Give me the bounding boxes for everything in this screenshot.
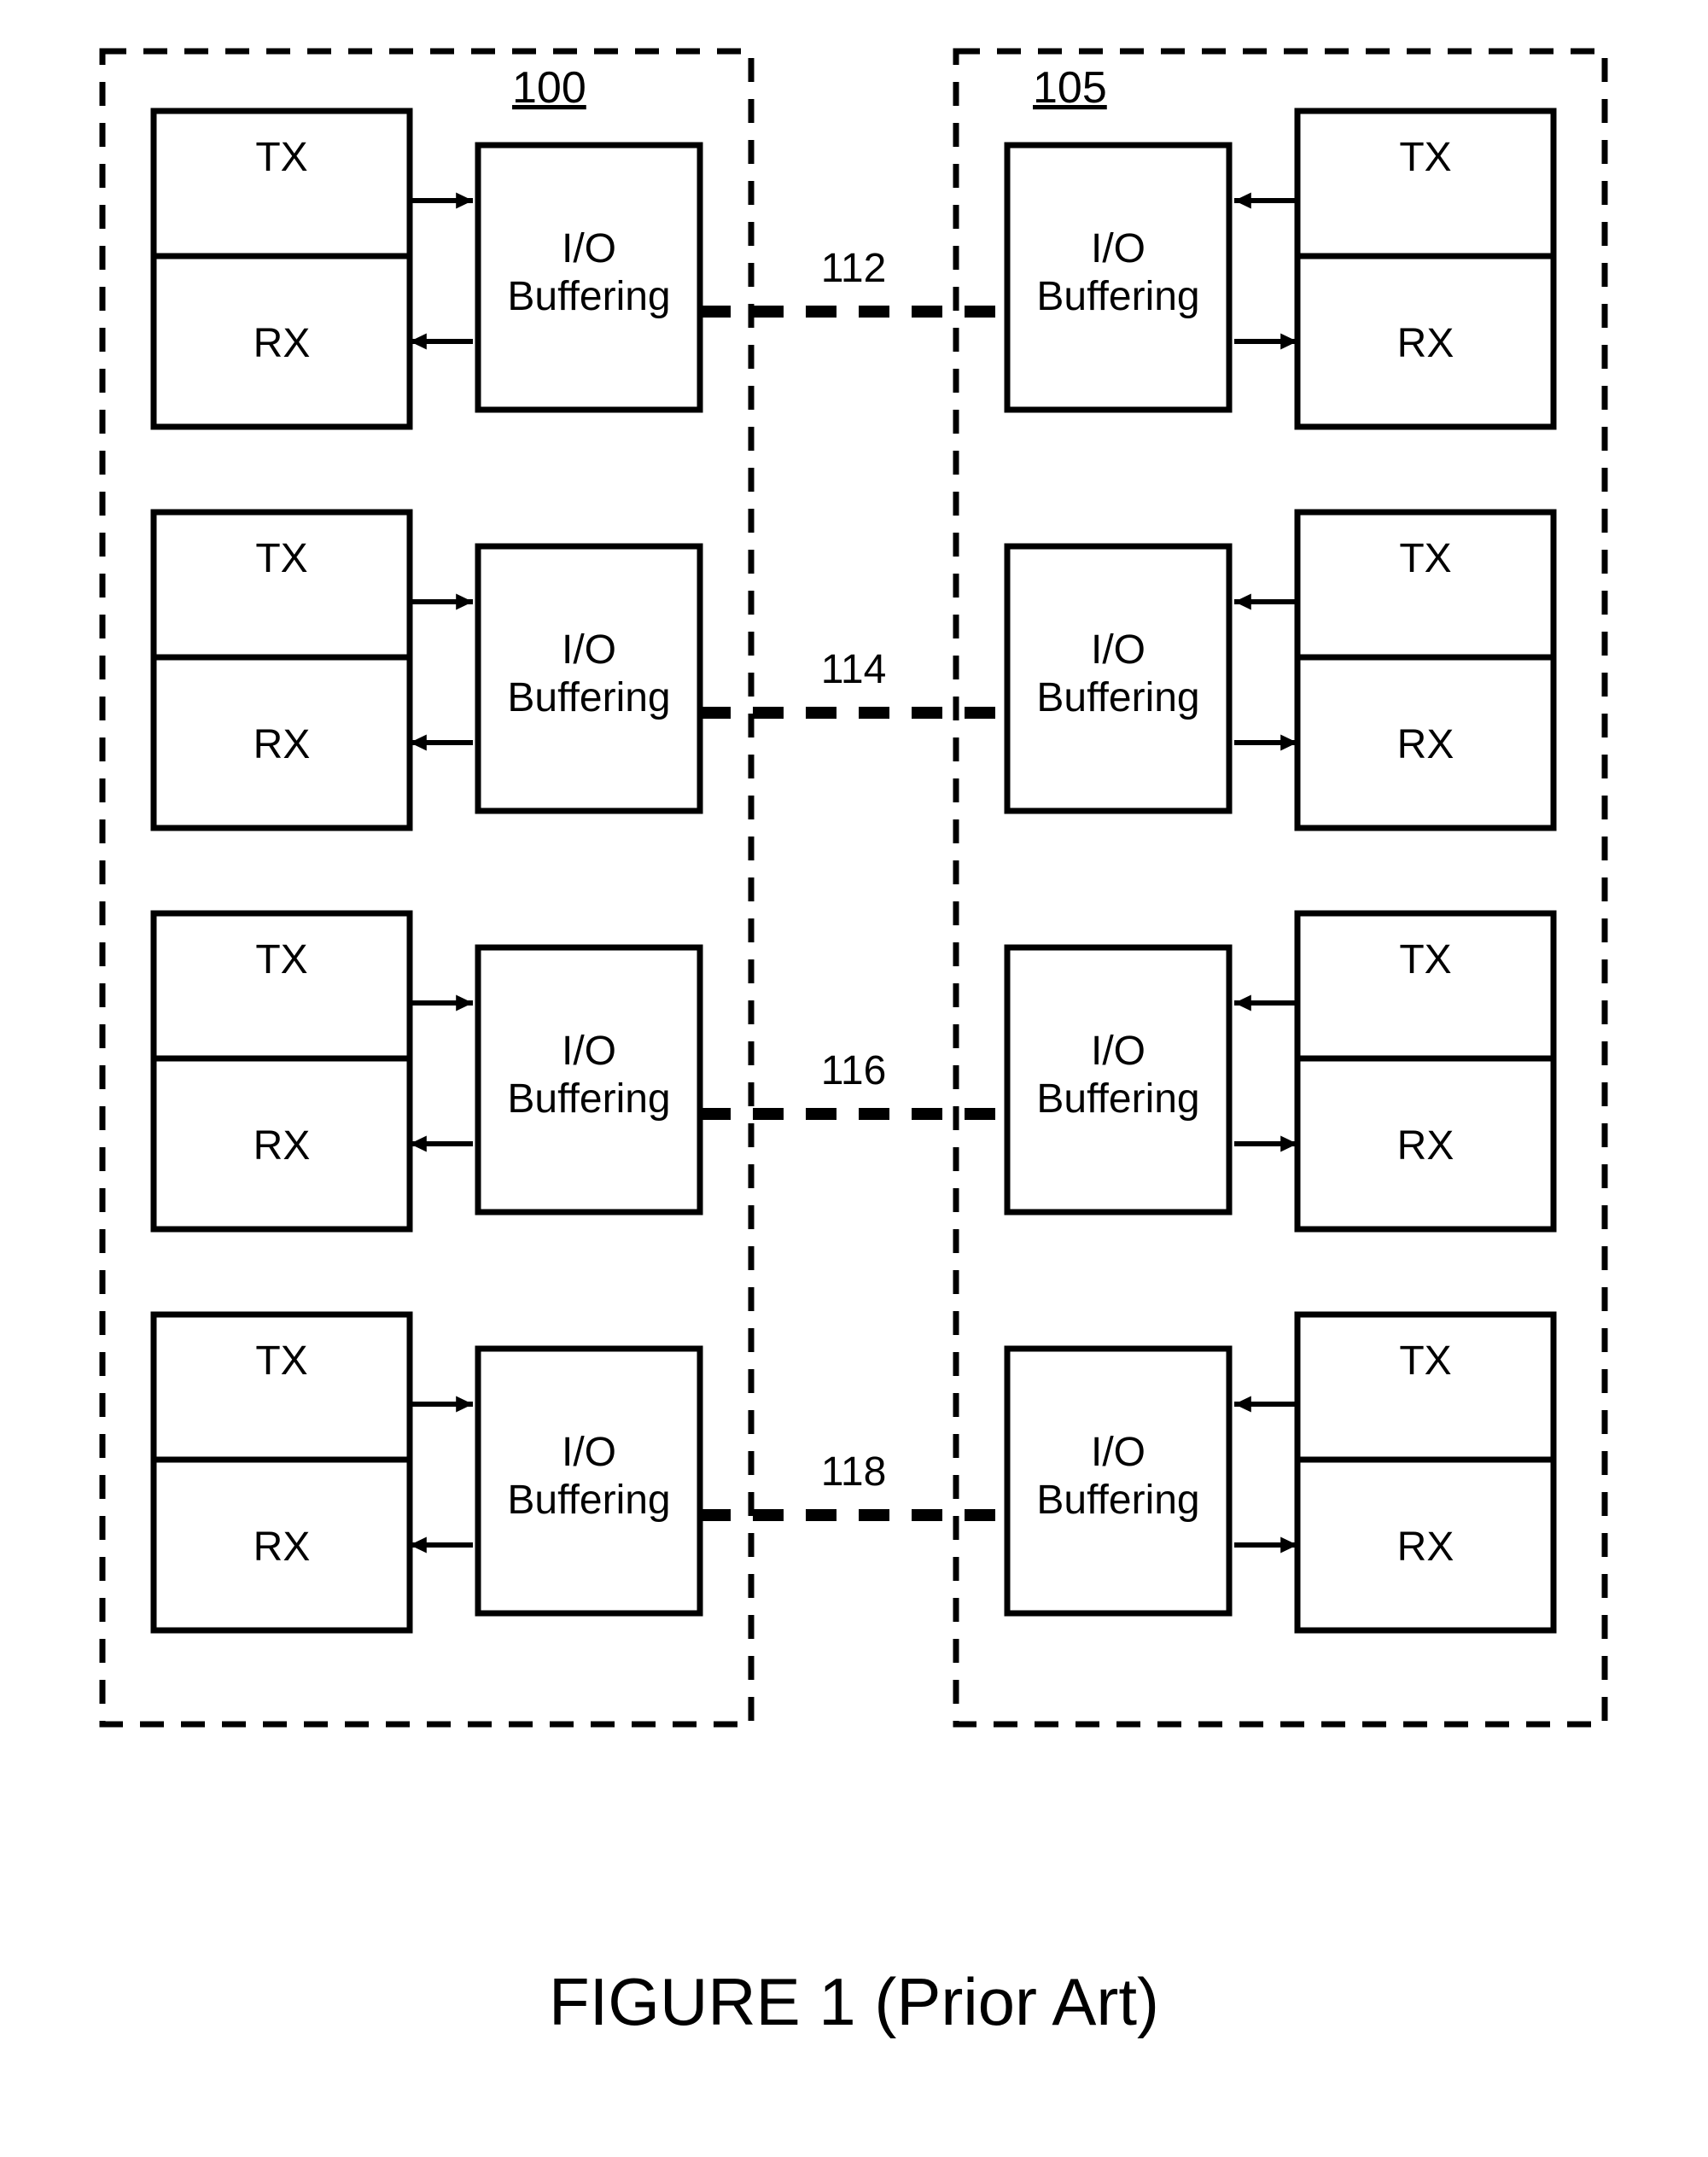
rx-label: RX xyxy=(254,1123,311,1169)
arrow-tx-to-io-left-head xyxy=(456,994,473,1011)
io-label-line2: Buffering xyxy=(1036,675,1199,720)
tx-label: TX xyxy=(255,135,307,180)
io-label-line1: I/O xyxy=(562,1029,616,1074)
rx-label: RX xyxy=(1397,722,1454,767)
io-label-line1: I/O xyxy=(1091,226,1145,271)
io-label-line2: Buffering xyxy=(1036,1076,1199,1122)
arrow-tx-to-io-right-head xyxy=(1234,1396,1251,1412)
arrow-tx-to-io-left-head xyxy=(456,192,473,208)
io-label-line1: I/O xyxy=(1091,1029,1145,1074)
chip-label: 100 xyxy=(512,63,586,113)
io-label-line1: I/O xyxy=(562,627,616,673)
tx-label: TX xyxy=(1399,536,1451,581)
diagram-svg: 100105TXRXI/OBufferingI/OBufferingTXRX11… xyxy=(0,0,1708,1793)
io-label-line2: Buffering xyxy=(1036,1478,1199,1523)
io-label-line1: I/O xyxy=(1091,1430,1145,1475)
rx-label: RX xyxy=(1397,321,1454,366)
link-label: 116 xyxy=(821,1048,887,1093)
arrow-tx-to-io-left-head xyxy=(456,593,473,609)
rx-label: RX xyxy=(254,1524,311,1570)
tx-label: TX xyxy=(1399,937,1451,982)
arrow-tx-to-io-left-head xyxy=(456,1396,473,1412)
page: 100105TXRXI/OBufferingI/OBufferingTXRX11… xyxy=(0,0,1708,2157)
link-label: 112 xyxy=(821,246,887,291)
io-label-line2: Buffering xyxy=(507,274,670,319)
rx-label: RX xyxy=(254,321,311,366)
io-label-line2: Buffering xyxy=(507,675,670,720)
arrow-tx-to-io-right-head xyxy=(1234,994,1251,1011)
tx-label: TX xyxy=(255,937,307,982)
figure-caption: FIGURE 1 (Prior Art) xyxy=(0,1963,1708,2041)
rx-label: RX xyxy=(254,722,311,767)
io-label-line2: Buffering xyxy=(507,1076,670,1122)
io-label-line1: I/O xyxy=(562,1430,616,1475)
io-label-line2: Buffering xyxy=(507,1478,670,1523)
chip-label: 105 xyxy=(1033,63,1107,113)
tx-label: TX xyxy=(255,1338,307,1384)
arrow-tx-to-io-right-head xyxy=(1234,192,1251,208)
tx-label: TX xyxy=(1399,135,1451,180)
io-label-line2: Buffering xyxy=(1036,274,1199,319)
rx-label: RX xyxy=(1397,1524,1454,1570)
io-label-line1: I/O xyxy=(562,226,616,271)
tx-label: TX xyxy=(255,536,307,581)
rx-label: RX xyxy=(1397,1123,1454,1169)
arrow-tx-to-io-right-head xyxy=(1234,593,1251,609)
link-label: 118 xyxy=(821,1449,887,1495)
io-label-line1: I/O xyxy=(1091,627,1145,673)
tx-label: TX xyxy=(1399,1338,1451,1384)
link-label: 114 xyxy=(821,647,887,692)
